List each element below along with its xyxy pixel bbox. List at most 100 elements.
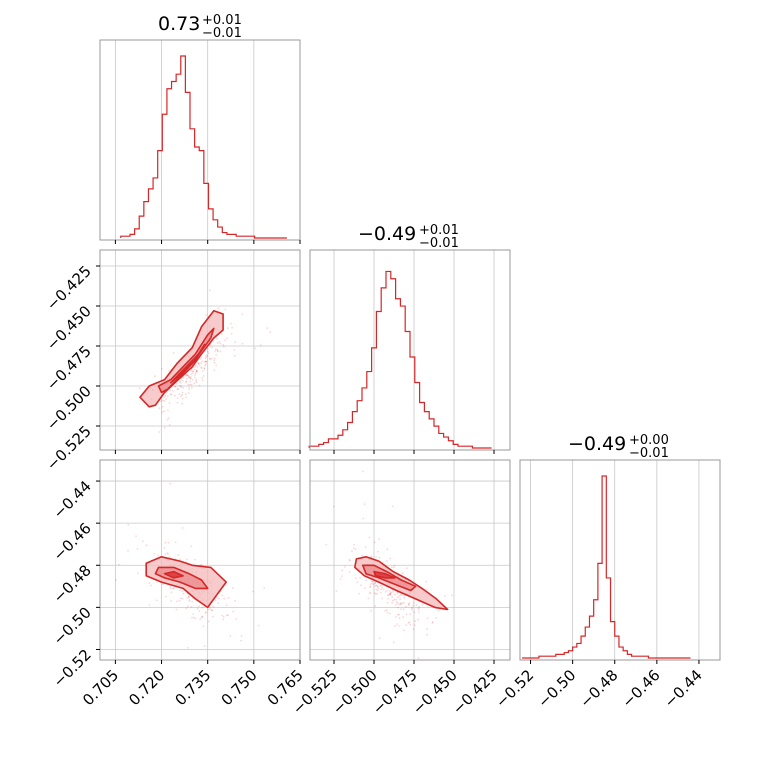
scatter-p0-p1-point: [185, 373, 188, 376]
scatter-p1-p2-point: [431, 622, 434, 624]
scatter-p1-p2-point: [393, 625, 396, 627]
scatter-p0-p2-point: [217, 597, 220, 600]
scatter-p0-p1-point: [192, 370, 195, 373]
scatter-p0-p1-point: [180, 378, 183, 380]
scatter-p0-p1-point: [211, 357, 213, 360]
scatter-p0-p1-point: [194, 374, 197, 376]
scatter-p0-p2-point: [185, 607, 188, 610]
scatter-p1-p2-point: [412, 628, 415, 631]
scatter-p1-p2-point: [389, 593, 392, 596]
scatter-p0-p2-point: [212, 605, 215, 608]
xtick-label-p2-3: −0.46: [618, 666, 663, 711]
scatter-p1-p2-point: [369, 583, 372, 585]
scatter-p0-p1-point: [205, 360, 207, 363]
scatter-p1-p2-point: [412, 604, 415, 607]
scatter-p1-p2-point: [376, 589, 379, 592]
scatter-p0-p1-point: [181, 391, 184, 394]
scatter-p0-p1-point: [207, 352, 210, 355]
scatter-p1-p2-point: [386, 548, 389, 551]
scatter-p0-p1-point: [241, 313, 244, 316]
histogram-p2-step: [522, 475, 691, 659]
scatter-p0-p1-point: [182, 387, 185, 389]
scatter-p1-p2-point: [364, 546, 367, 548]
scatter-p1-p2-point: [398, 613, 400, 616]
scatter-p1-p2-point: [359, 576, 361, 579]
scatter-p0-p2-contour-core: [163, 570, 184, 579]
scatter-p0-p1-point: [166, 418, 169, 421]
title-p2: −0.49: [568, 433, 626, 455]
scatter-p0-p2-point: [227, 596, 230, 599]
scatter-p0-p1-point: [205, 363, 207, 366]
scatter-p0-p1-point: [168, 370, 171, 372]
scatter-p1-p2-point: [400, 608, 403, 611]
scatter-p0-p1-point: [163, 396, 166, 399]
scatter-p0-p1-frame: [99, 249, 301, 451]
title-p1-sub: −0.01: [419, 236, 459, 251]
scatter-p1-p2-point: [378, 538, 381, 540]
ytick-label-p2-1: −0.50: [50, 603, 95, 648]
scatter-p1-p2-point: [388, 593, 391, 595]
hist-p2-frame: [519, 459, 721, 661]
scatter-p0-p1-point: [223, 345, 225, 348]
scatter-p1-p2-point: [390, 591, 392, 594]
scatter-p0-p2-point: [165, 595, 167, 598]
scatter-p0-p2-point: [150, 584, 152, 587]
scatter-p1-p2-point: [348, 558, 351, 561]
scatter-p0-p2-point: [190, 606, 193, 608]
scatter-p0-p1-point: [190, 370, 193, 372]
scatter-p0-p1-point: [167, 409, 169, 412]
scatter-p1-p2-point: [396, 623, 398, 625]
scatter-p0-p1-point: [172, 352, 175, 354]
scatter-p0-p1-point: [185, 380, 188, 383]
scatter-p0-p2-point: [187, 596, 190, 599]
scatter-p1-p2-frame: [309, 459, 511, 661]
scatter-p1-p2-point: [374, 582, 377, 584]
scatter-p0-p1-point: [190, 368, 193, 371]
scatter-p0-p1-point: [160, 400, 162, 403]
scatter-p0-p1-point: [176, 388, 179, 391]
scatter-p1-p2-point: [362, 517, 365, 520]
scatter-p0-p1-point: [215, 364, 218, 367]
scatter-p0-p1-point: [174, 385, 176, 388]
scatter-p0-p1-point: [165, 398, 168, 400]
scatter-p0-p2-point: [225, 614, 228, 617]
scatter-p1-p2-point: [415, 604, 418, 607]
scatter-p0-p1-point: [184, 393, 187, 395]
scatter-p0-p2-point: [179, 558, 181, 561]
scatter-p1-p2-point: [374, 582, 377, 584]
scatter-p0-p1-point: [201, 379, 204, 381]
scatter-p0-p2-point: [114, 579, 117, 582]
scatter-p1-p2-point: [381, 586, 383, 589]
scatter-p1-p2-point: [362, 470, 364, 473]
scatter-p1-p2-point: [386, 601, 389, 604]
scatter-p0-p1-point: [254, 347, 257, 350]
scatter-p0-p1-point: [231, 326, 234, 329]
scatter-p0-p2-point: [198, 605, 200, 608]
scatter-p0-p1-point: [161, 368, 163, 370]
scatter-p0-p1-point: [195, 369, 198, 372]
scatter-p0-p1-point: [195, 381, 198, 384]
scatter-p1-p2-point: [397, 603, 400, 605]
scatter-p1-p2-point: [435, 617, 437, 619]
scatter-p0-p2-point: [200, 616, 203, 619]
scatter-p0-p1-point: [180, 386, 183, 388]
scatter-p0-p2-point: [172, 587, 174, 590]
ytick-label-p2-0: −0.52: [50, 646, 95, 691]
scatter-p1-p2-point: [375, 584, 378, 587]
scatter-p0-p1-point: [188, 388, 191, 391]
scatter-p1-p2-point: [400, 603, 402, 605]
scatter-p1-p2-point: [398, 595, 400, 598]
scatter-p0-p1-point: [195, 364, 197, 367]
scatter-p1-p2-point: [377, 585, 379, 588]
scatter-p1-p2-point: [389, 593, 392, 596]
scatter-p0-p1-point: [208, 289, 211, 292]
scatter-p0-p1-point: [215, 337, 218, 340]
scatter-p1-p2-point: [353, 543, 355, 546]
scatter-p1-p2-point: [425, 580, 428, 583]
ytick-label-p2-3: −0.46: [50, 519, 95, 564]
scatter-p0-p1-point: [207, 350, 209, 353]
scatter-p0-p1-point: [177, 388, 180, 390]
scatter-p0-p2-point: [185, 558, 188, 561]
scatter-p0-p2-point: [177, 554, 180, 556]
scatter-p0-p2-point: [181, 590, 184, 593]
